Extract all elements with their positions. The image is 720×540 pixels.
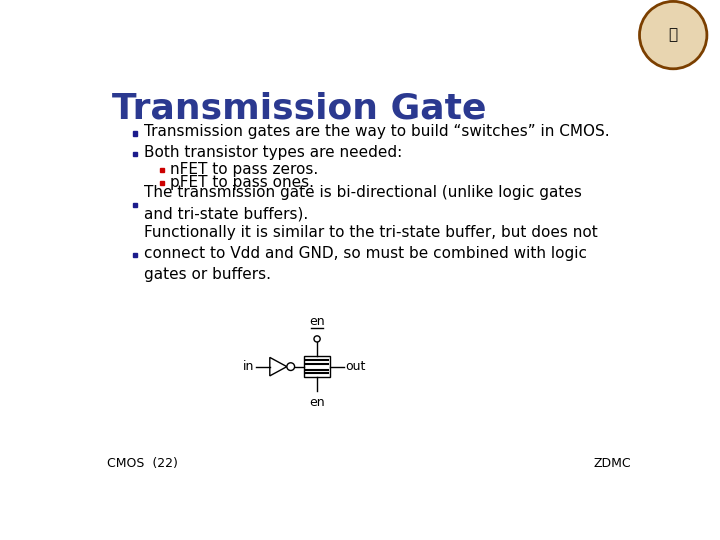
Bar <box>132 152 138 157</box>
Circle shape <box>639 2 707 69</box>
Text: The transmission gate is bi-directional (unlike logic gates
and tri-state buffer: The transmission gate is bi-directional … <box>144 185 582 221</box>
Text: CMOS  (22): CMOS (22) <box>107 457 178 470</box>
Circle shape <box>314 336 320 342</box>
Text: en: en <box>310 396 325 409</box>
Circle shape <box>287 363 294 370</box>
Bar <box>132 202 138 207</box>
Bar <box>160 181 163 185</box>
Text: in: in <box>243 360 254 373</box>
Polygon shape <box>270 357 287 376</box>
Text: en: en <box>310 315 325 328</box>
Text: pFET to pass ones.: pFET to pass ones. <box>170 175 314 190</box>
Bar <box>304 356 330 377</box>
Text: 🐂: 🐂 <box>669 28 678 43</box>
Text: Functionally it is similar to the tri-state buffer, but does not
connect to Vdd : Functionally it is similar to the tri-st… <box>144 225 598 282</box>
Text: ZDMC: ZDMC <box>593 457 631 470</box>
Bar <box>160 168 163 172</box>
Text: Transmission Gate: Transmission Gate <box>112 92 486 126</box>
Bar <box>132 131 138 136</box>
Bar <box>132 253 138 257</box>
Text: Transmission gates are the way to build “switches” in CMOS.: Transmission gates are the way to build … <box>144 124 610 139</box>
Text: out: out <box>346 360 366 373</box>
Text: nFET to pass zeros.: nFET to pass zeros. <box>170 162 318 177</box>
Text: Both transistor types are needed:: Both transistor types are needed: <box>144 145 402 160</box>
